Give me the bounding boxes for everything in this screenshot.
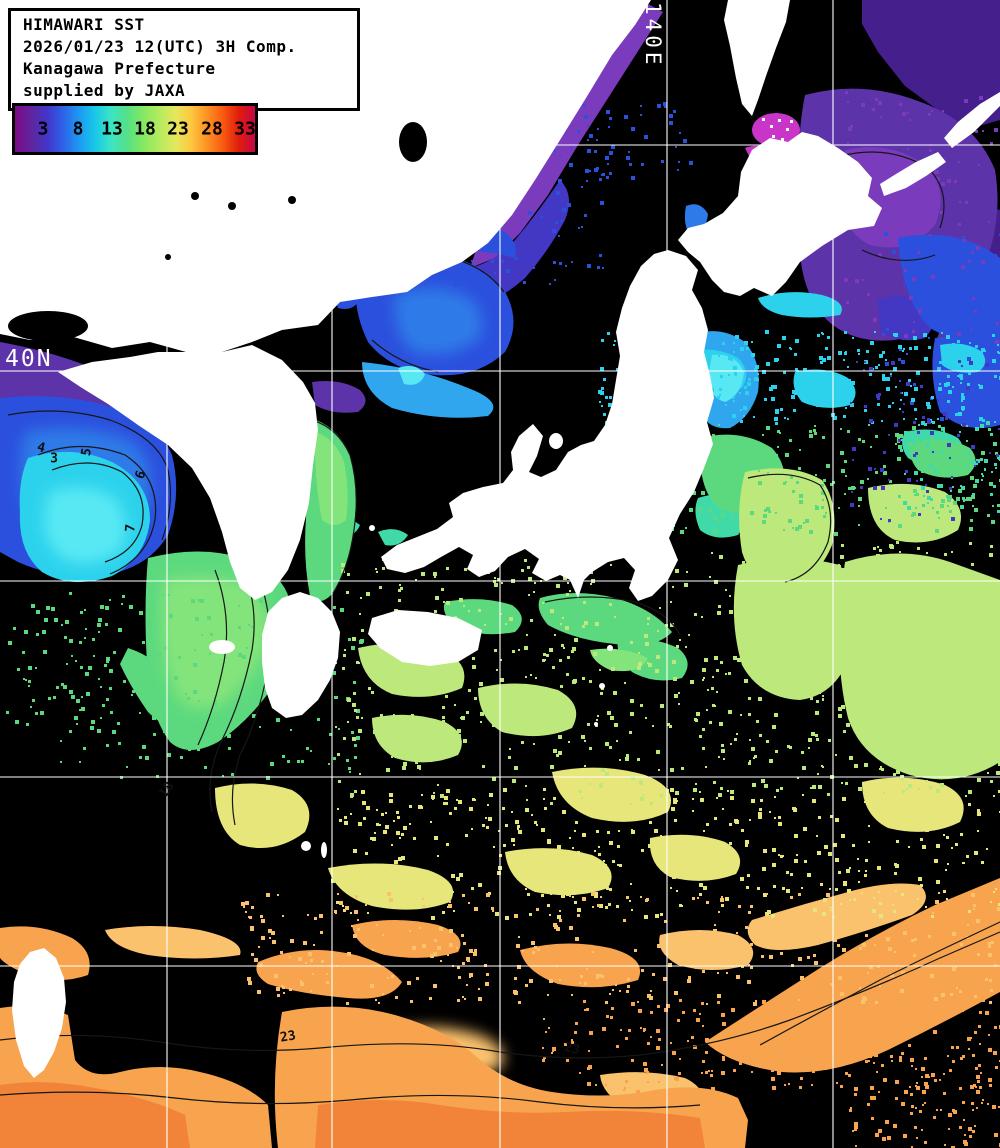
sea-yellow-green [358,468,1000,780]
colorbar-tick: 33 [234,118,256,140]
title-box: HIMAWARI SST 2026/01/23 12(UTC) 3H Comp.… [8,8,360,111]
colorbar-tick: 3 [37,118,49,140]
lake-khanka [399,122,427,162]
title-line-4: supplied by JAXA [23,81,186,100]
land-lakes-and-bays [8,122,427,341]
land-sado [549,433,563,449]
sea-orange-deep [0,1082,705,1148]
colorbar-tick: 23 [167,118,189,140]
land-izu-island-2 [599,683,605,689]
colorbar-gradient [15,106,255,152]
title-line-3: Kanagawa Prefecture [23,59,216,78]
latitude-label-40n: 40N [5,346,53,372]
title-line-1: HIMAWARI SST [23,15,145,34]
land-kuril-sliver-2 [944,92,1000,148]
longitude-label-140e: 140E [641,2,665,69]
land-izu-island-1 [607,645,613,651]
contour-label: 23 [278,1028,298,1046]
colorbar-tick: 8 [72,118,84,140]
contour-label: 3 [50,451,58,467]
colorbar-tick: 13 [101,118,123,140]
land-korea [58,345,318,600]
land-shikoku [368,610,482,666]
bay-pocket [8,311,88,341]
land-izu-island-3 [594,722,598,726]
land-yakushima [301,841,311,851]
land-oki [369,525,375,531]
title-line-2: 2026/01/23 12(UTC) 3H Comp. [23,37,297,56]
land-tanegashima [321,842,327,858]
contour-label: 7 [123,523,139,533]
land-hokkaido [678,132,882,296]
land-kyushu [262,592,340,718]
colorbar-tick: 28 [201,118,223,140]
contour-label: 23 [562,1040,582,1058]
land-kuril-sliver-1 [880,152,946,196]
land-honshu [381,250,714,601]
temperature-colorbar: 3 8 13 18 23 28 33 [12,103,258,155]
colorbar-tick: 18 [134,118,156,140]
land-taiwan [12,948,66,1078]
land-jeju [209,640,235,654]
land-sakhalin [724,0,790,116]
